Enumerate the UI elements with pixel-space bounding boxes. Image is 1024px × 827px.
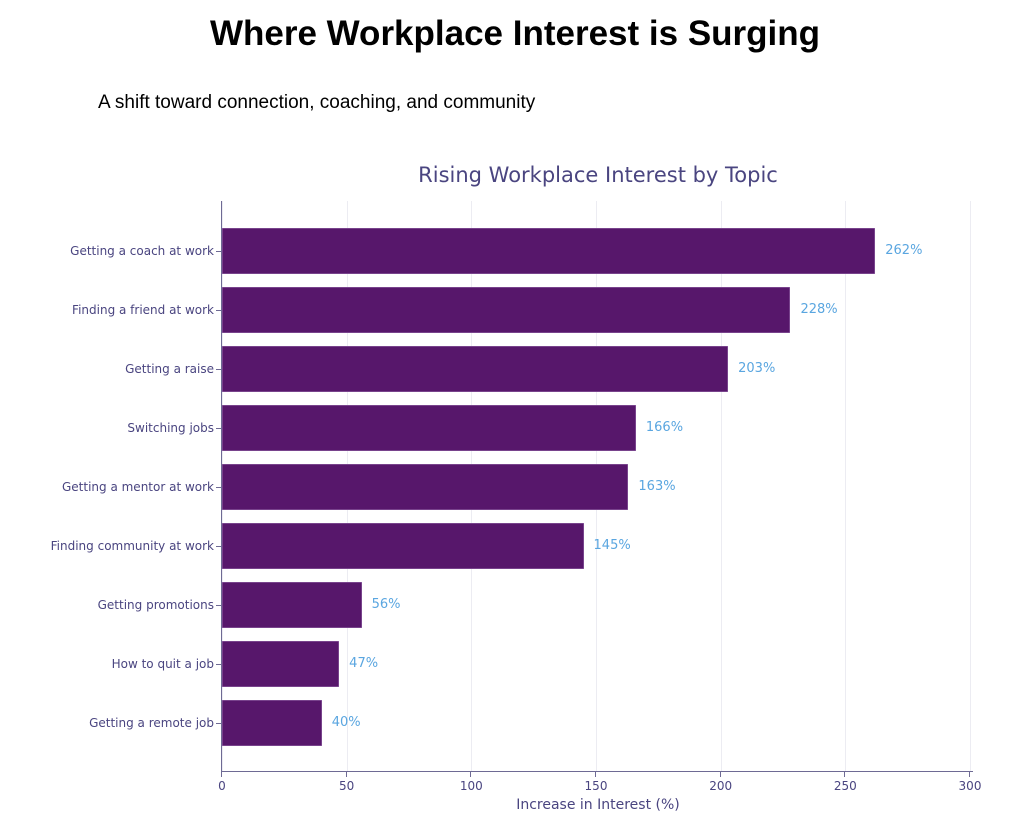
value-label: 47% xyxy=(349,656,379,671)
y-tick-label: Getting a remote job xyxy=(89,716,214,730)
value-label: 145% xyxy=(593,538,631,553)
y-tick-label: Getting promotions xyxy=(97,598,214,612)
bar xyxy=(222,464,629,510)
x-tick xyxy=(844,772,846,777)
gridline xyxy=(720,201,722,771)
subtitle: A shift toward connection, coaching, and… xyxy=(98,92,536,113)
x-axis-label: Increase in Interest (%) xyxy=(516,797,680,813)
y-tick-label: Finding community at work xyxy=(50,539,214,553)
bar xyxy=(222,582,362,628)
x-tick-label: 0 xyxy=(218,779,226,793)
x-tick xyxy=(345,772,347,777)
x-tick-label: 150 xyxy=(584,779,608,793)
value-label: 228% xyxy=(800,302,838,317)
x-tick xyxy=(595,772,596,777)
value-label: 56% xyxy=(371,597,401,612)
x-tick xyxy=(719,772,721,777)
y-axis-line xyxy=(221,201,222,772)
y-tick xyxy=(216,251,221,252)
bar xyxy=(222,228,876,274)
x-tick-label: 50 xyxy=(339,779,355,793)
x-tick xyxy=(969,772,970,777)
bar xyxy=(222,405,636,451)
value-label: 262% xyxy=(885,243,923,258)
value-label: 166% xyxy=(645,420,684,435)
value-label: 40% xyxy=(331,715,361,730)
bar xyxy=(222,641,340,687)
y-tick-label: Getting a mentor at work xyxy=(61,480,214,494)
y-tick-label: Getting a raise xyxy=(125,362,214,376)
main-title: Where Workplace Interest is Surging xyxy=(209,14,821,53)
y-tick xyxy=(216,487,221,488)
bar xyxy=(222,346,729,392)
x-axis-line xyxy=(221,771,973,772)
gridline xyxy=(970,201,971,771)
bar xyxy=(222,523,584,569)
y-tick-label: Switching jobs xyxy=(127,421,214,435)
bar xyxy=(222,287,791,333)
y-tick-label: Getting a coach at work xyxy=(70,244,214,258)
x-tick xyxy=(470,772,472,777)
y-tick xyxy=(216,605,221,606)
y-tick xyxy=(216,428,221,429)
plot-area: 262% 228% 203% 166% 163% 145% 56% 47% 40% xyxy=(222,201,972,771)
bar xyxy=(222,700,322,746)
y-tick-label: How to quit a job xyxy=(111,657,214,671)
gridline xyxy=(845,201,847,771)
x-tick-label: 200 xyxy=(709,779,733,793)
y-tick xyxy=(216,723,221,724)
chart-title: Rising Workplace Interest by Topic xyxy=(418,163,778,187)
y-tick xyxy=(216,310,221,311)
y-tick xyxy=(216,546,221,547)
y-tick xyxy=(216,369,221,370)
x-tick xyxy=(221,772,222,777)
value-label: 163% xyxy=(638,479,676,494)
y-tick-label: Finding a friend at work xyxy=(72,303,214,317)
y-tick xyxy=(216,664,221,665)
x-tick-label: 100 xyxy=(459,779,483,793)
value-label: 203% xyxy=(738,361,776,376)
x-tick-label: 300 xyxy=(958,779,982,793)
x-tick-label: 250 xyxy=(833,779,857,793)
